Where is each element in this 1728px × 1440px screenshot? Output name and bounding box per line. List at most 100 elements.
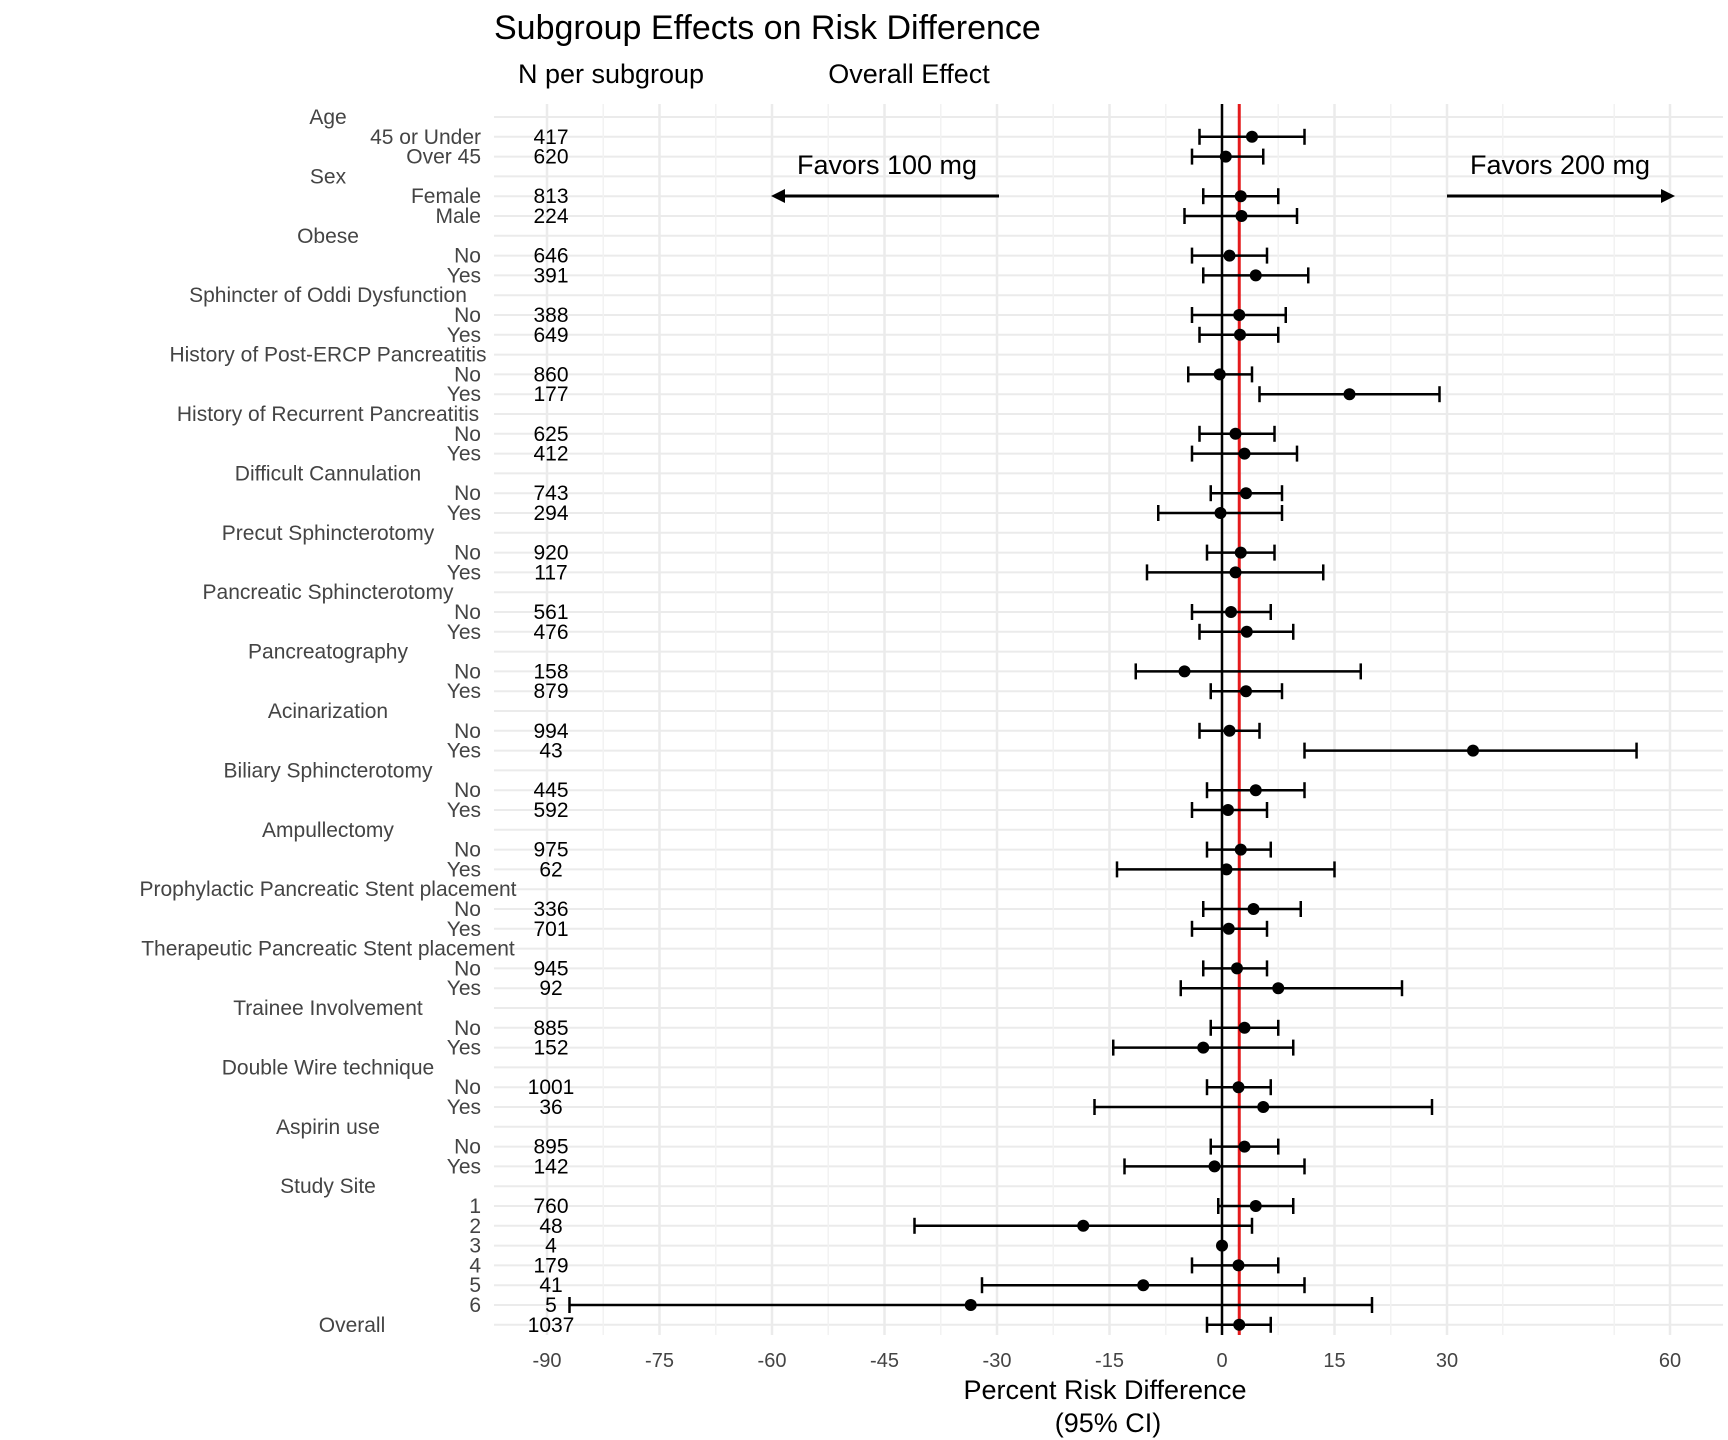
row-label: Yes [447, 1037, 481, 1060]
point-estimate [1223, 249, 1236, 262]
point-estimate [1234, 843, 1247, 856]
n-value: 975 [533, 839, 568, 862]
x-tick-label: -45 [870, 1350, 899, 1372]
x-tick-label: 60 [1659, 1350, 1681, 1372]
subgroup-heading: Double Wire technique [222, 1056, 434, 1079]
n-value: 860 [533, 363, 568, 386]
row-label: Yes [447, 264, 481, 287]
n-value: 152 [533, 1037, 568, 1060]
point-estimate [964, 1299, 977, 1311]
n-value: 885 [533, 1017, 568, 1040]
point-estimate [1231, 962, 1243, 975]
subgroup-heading: Trainee Involvement [233, 997, 423, 1020]
point-estimate [1178, 665, 1191, 678]
row-label: No [454, 660, 481, 683]
n-value: 43 [539, 740, 562, 763]
row-label: 45 or Under [370, 126, 481, 149]
n-value: 813 [533, 185, 568, 208]
n-value: 92 [539, 977, 562, 1000]
row-label: No [454, 601, 481, 624]
point-estimate [1343, 388, 1356, 401]
row-label: Yes [447, 680, 481, 703]
subgroup-heading: Biliary Sphincterotomy [224, 759, 433, 782]
subgroup-heading: Study Site [280, 1175, 376, 1198]
point-estimate [1240, 685, 1252, 698]
subgroup-heading: History of Post-ERCP Pancreatitis [169, 344, 486, 367]
overall-point [1233, 1318, 1246, 1331]
point-estimate [1222, 922, 1235, 935]
x-tick-label: 15 [1323, 1350, 1345, 1372]
x-tick-label: -60 [758, 1350, 787, 1372]
x-axis-ticks: -90 -75 -60 -45 -30 -15 0 15 30 60 [533, 1350, 1682, 1372]
n-value: 412 [533, 443, 568, 466]
row-label: Yes [447, 740, 481, 763]
column-header-n: N per subgroup [518, 59, 704, 89]
row-label: Yes [447, 502, 481, 525]
point-estimate [1257, 1101, 1270, 1113]
point-estimate [1238, 1140, 1251, 1153]
point-estimate [1229, 566, 1242, 579]
point-estimate [1232, 1259, 1245, 1272]
n-value: 158 [533, 660, 568, 683]
n-value: 625 [533, 423, 568, 446]
point-estimate [1272, 982, 1285, 995]
n-value: 994 [533, 720, 568, 743]
n-value: 920 [533, 542, 568, 565]
n-value: 1037 [528, 1314, 575, 1337]
point-estimate [1234, 328, 1246, 341]
n-value: 743 [533, 482, 568, 505]
point-estimate [1235, 210, 1248, 222]
x-tick-label: 30 [1436, 1350, 1458, 1372]
row-label: No [454, 720, 481, 743]
point-estimate [1234, 546, 1247, 559]
row-label: Over 45 [406, 146, 481, 169]
n-value: 895 [533, 1136, 568, 1159]
subgroup-heading: Pancreatic Sphincterotomy [203, 581, 454, 604]
point-estimate [1225, 606, 1237, 618]
row-label: Yes [447, 561, 481, 584]
overall-label: Overall [319, 1314, 386, 1337]
point-estimate [1240, 487, 1252, 500]
point-estimate [1247, 903, 1260, 915]
n-value: 620 [533, 146, 568, 169]
subgroup-heading: Therapeutic Pancreatic Stent placement [141, 938, 515, 961]
point-estimate [1240, 625, 1253, 638]
n-value: 1001 [528, 1076, 575, 1099]
point-estimate [1249, 784, 1262, 797]
row-label: Yes [447, 324, 481, 347]
subgroup-heading: Prophylactic Pancreatic Stent placement [139, 878, 516, 901]
row-label: No [454, 1076, 481, 1099]
subgroup-heading: Pancreatography [248, 641, 408, 664]
subgroup-heading: Obese [297, 225, 359, 248]
subgroup-heading: Difficult Cannulation [235, 462, 421, 485]
grid-layer [494, 104, 1723, 1335]
row-label: No [454, 363, 481, 386]
n-value: 561 [533, 601, 568, 624]
favors-left-label: Favors 100 mg [797, 150, 977, 180]
x-tick-label: -15 [1095, 1350, 1124, 1372]
n-value: 649 [533, 324, 568, 347]
row-label: No [454, 1136, 481, 1159]
n-value: 62 [539, 858, 562, 881]
favors-right-label: Favors 200 mg [1470, 150, 1650, 180]
row-label: Yes [447, 1155, 481, 1178]
n-value: 4 [545, 1235, 557, 1258]
n-value: 5 [545, 1294, 557, 1317]
subgroup-heading: History of Recurrent Pancreatitis [177, 403, 479, 426]
row-label: No [454, 779, 481, 802]
subgroup-heading: Sex [310, 165, 347, 188]
row-label: No [454, 423, 481, 446]
point-estimate [1249, 269, 1262, 282]
subgroup-heading: Age [309, 106, 346, 129]
point-estimate [1222, 804, 1234, 816]
point-estimate [1467, 744, 1480, 757]
column-header-effect: Overall Effect [828, 59, 990, 89]
x-axis-label-ci: (95% CI) [1055, 1408, 1162, 1438]
row-label: Yes [447, 799, 481, 822]
x-tick-label: -90 [533, 1350, 562, 1372]
n-value: 945 [533, 957, 568, 980]
n-value: 476 [533, 621, 568, 644]
row-label: 5 [469, 1274, 481, 1297]
point-estimate [1208, 1160, 1221, 1173]
row-label: 3 [469, 1235, 481, 1258]
